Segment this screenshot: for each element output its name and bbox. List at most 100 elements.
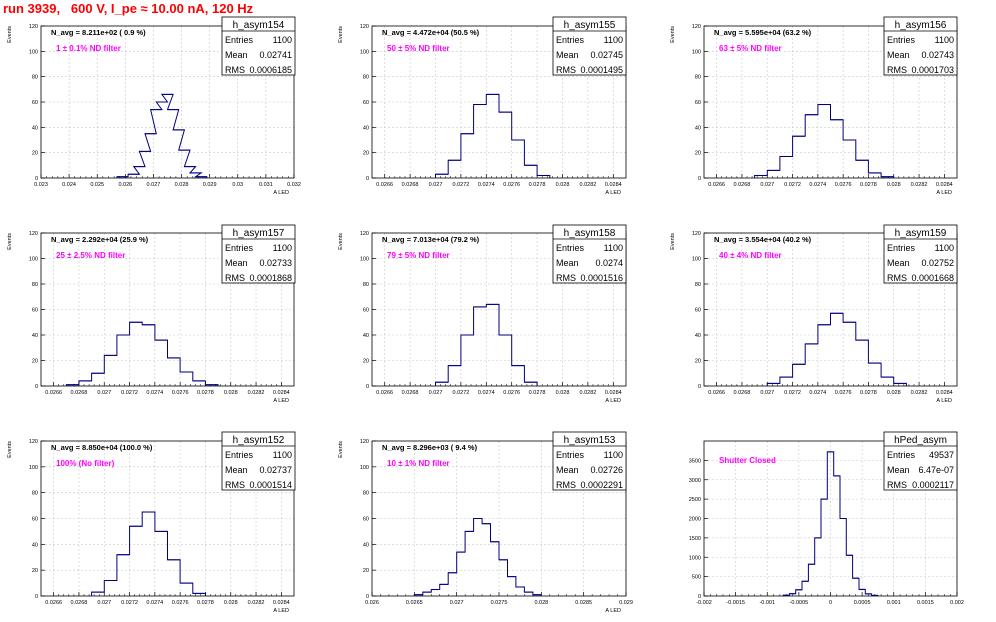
- y-tick-label: 80: [363, 282, 369, 288]
- stats-row-value: 0.02737: [259, 465, 292, 475]
- filter-label: 79 ± 5% ND filter: [387, 251, 450, 260]
- stats-row-label: RMS: [556, 65, 576, 75]
- n-avg-label: N_avg = 3.554e+04 (40.2 %): [714, 235, 812, 244]
- n-avg-label: N_avg = 8.296e+03 ( 9.4 %): [382, 443, 478, 452]
- stats-row-value: 0.0001868: [249, 273, 292, 283]
- x-tick-label: 0.0278: [197, 600, 214, 606]
- y-tick-label: 80: [695, 282, 701, 288]
- y-tick-label: 100: [360, 465, 369, 471]
- x-tick-label: 0.027: [450, 600, 464, 606]
- y-axis-label: Events: [338, 441, 344, 458]
- x-tick-label: 0.0282: [248, 600, 265, 606]
- x-tick-label: 0.026: [118, 182, 132, 188]
- stats-row-value: 0.0002291: [580, 480, 623, 490]
- x-tick-label: 0.028: [556, 182, 570, 188]
- x-tick-label: 0.0266: [45, 600, 62, 606]
- x-tick-label: 0.0284: [936, 182, 953, 188]
- y-tick-label: 20: [363, 359, 369, 365]
- x-tick-label: 0.002: [950, 600, 964, 606]
- y-tick-label: 40: [32, 333, 38, 339]
- stats-row-value: 0.0006185: [249, 65, 292, 75]
- y-tick-label: 20: [32, 568, 38, 574]
- stats-row-label: Mean: [225, 258, 248, 268]
- y-tick-label: 100: [360, 257, 369, 263]
- x-tick-label: 0.0268: [71, 390, 88, 396]
- x-tick-label: 0.0266: [376, 182, 393, 188]
- x-axis-label: A LED: [273, 398, 289, 404]
- stats-box: [552, 16, 627, 76]
- y-tick-label: 2000: [689, 517, 701, 523]
- stats-row-label: RMS: [556, 480, 576, 490]
- stats-row-label: Mean: [887, 465, 910, 475]
- x-tick-label: 0.0274: [478, 182, 495, 188]
- x-tick-label: 0.0265: [406, 600, 423, 606]
- x-tick-label: 0.0278: [197, 390, 214, 396]
- histogram-panel-h_asym159: 0.0266 0.0268 0.027 0.0272 0.0274 0.0276 0.027…: [670, 224, 958, 404]
- stats-row-label: RMS: [556, 273, 576, 283]
- x-tick-label: 0.025: [90, 182, 104, 188]
- histogram-line: [116, 93, 208, 178]
- stats-row-label: Mean: [225, 465, 248, 475]
- stats-box: [883, 16, 958, 76]
- histogram-panel-h_asym154: 0.023 0.024 0.025 0.026 0.027 0.028 0.029 0.03 0…: [7, 16, 301, 196]
- x-tick-label: -0.002: [696, 600, 712, 606]
- x-tick-label: 0.0278: [529, 390, 546, 396]
- x-tick-label: 0.0266: [45, 390, 62, 396]
- histogram-panel-h_asym157: 0.0266 0.0268 0.027 0.0272 0.0274 0.0276 0.027…: [7, 224, 296, 404]
- x-axis-label: A LED: [605, 190, 621, 196]
- stats-title: hPed_asym: [894, 435, 947, 446]
- y-tick-label: 20: [32, 151, 38, 157]
- x-tick-label: -0.001: [759, 600, 775, 606]
- y-tick-label: 120: [360, 439, 369, 445]
- filter-label: 10 ± 1% ND filter: [387, 459, 450, 468]
- stats-row-value: 1100: [935, 243, 954, 253]
- stats-row-value: 0.0001703: [911, 65, 954, 75]
- y-tick-label: 500: [692, 575, 701, 581]
- y-axis-label: Events: [338, 233, 344, 250]
- x-axis-label: A LED: [605, 398, 621, 404]
- y-tick-label: 1500: [689, 536, 701, 542]
- y-tick-label: 80: [32, 491, 38, 497]
- x-tick-label: 0.0278: [860, 390, 877, 396]
- y-tick-label: 120: [29, 231, 38, 237]
- x-tick-label: 0.0276: [503, 182, 520, 188]
- stats-box: [552, 431, 627, 491]
- y-tick-label: 0: [35, 176, 38, 182]
- y-axis-label: Events: [670, 26, 676, 43]
- y-tick-label: 60: [363, 517, 369, 523]
- stats-row-label: RMS: [887, 480, 907, 490]
- x-axis-label: A LED: [936, 398, 952, 404]
- x-tick-label: 0.0268: [734, 390, 751, 396]
- x-tick-label: 0.0272: [452, 390, 469, 396]
- filter-label: 40 ± 4% ND filter: [719, 251, 782, 260]
- n-avg-label: N_avg = 4.472e+04 (50.5 %): [382, 28, 480, 37]
- x-tick-label: 0.029: [619, 600, 633, 606]
- y-tick-label: 80: [695, 75, 701, 81]
- y-tick-label: 0: [366, 594, 369, 600]
- x-tick-label: 0.0276: [503, 390, 520, 396]
- x-tick-label: 0.0272: [121, 600, 138, 606]
- stats-box: [883, 431, 958, 491]
- stats-row-value: 0.0274: [595, 258, 623, 268]
- y-tick-label: 80: [363, 491, 369, 497]
- page-title: run 3939, 600 V, I_pe ≈ 10.00 nA, 120 Hz: [3, 1, 254, 16]
- x-tick-label: 0.0266: [376, 390, 393, 396]
- histogram-panel-h_asym158: 0.0266 0.0268 0.027 0.0272 0.0274 0.0276 0.027…: [338, 224, 627, 404]
- y-tick-label: 100: [29, 257, 38, 263]
- stats-box: [221, 431, 296, 491]
- x-tick-label: 0.0268: [734, 182, 751, 188]
- x-tick-label: 0.027: [429, 390, 443, 396]
- stats-row-value: 0.02752: [921, 258, 954, 268]
- stats-row-label: Entries: [225, 450, 254, 460]
- x-tick-label: 0.028: [556, 390, 570, 396]
- stats-title: h_asym152: [233, 435, 285, 446]
- x-tick-label: 0.0266: [708, 390, 725, 396]
- x-tick-label: 0.0272: [784, 390, 801, 396]
- stats-title: h_asym158: [564, 228, 616, 239]
- stats-row-label: Mean: [225, 50, 248, 60]
- x-tick-label: 0.0278: [529, 182, 546, 188]
- stats-row-label: Mean: [556, 465, 579, 475]
- filter-label: 1 ± 0.1% ND filter: [56, 44, 121, 53]
- y-tick-label: 60: [363, 308, 369, 314]
- y-tick-label: 20: [363, 568, 369, 574]
